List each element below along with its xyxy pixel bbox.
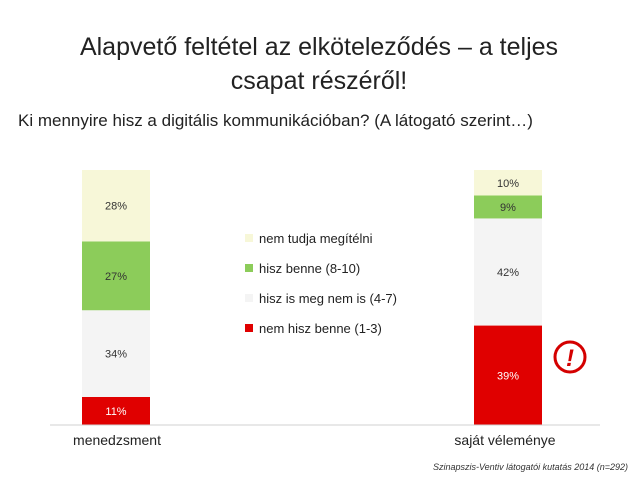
alert-icon: ! [553, 340, 587, 374]
data-label: 28% [105, 201, 127, 213]
bar-segment [82, 310, 150, 397]
bar-segment [474, 325, 542, 425]
bar-segment [474, 195, 542, 219]
legend-swatch [245, 234, 253, 242]
chart-question: Ki mennyire hisz a digitális kommunikáci… [18, 111, 533, 130]
data-label: 10% [497, 178, 519, 190]
legend-swatch [245, 264, 253, 272]
bar-segment [82, 241, 150, 311]
slide-title: Alapvető feltétel az elköteleződés – a t… [79, 33, 559, 95]
data-label: 9% [500, 202, 516, 214]
legend-swatch [245, 294, 253, 302]
legend-label: nem tudja megítélni [259, 231, 373, 246]
data-label: 27% [105, 271, 127, 283]
alert-icon-glyph: ! [566, 345, 574, 372]
data-label: 11% [105, 406, 126, 418]
bar-segment [82, 396, 150, 425]
bar-segment [474, 170, 542, 196]
data-label: 39% [497, 370, 519, 382]
data-label: 34% [105, 349, 127, 361]
bar-segment [82, 170, 150, 242]
legend-swatch [245, 324, 253, 332]
legend-label: nem hisz benne (1-3) [259, 321, 382, 336]
data-label: 42% [497, 267, 519, 279]
legend-label: hisz benne (8-10) [259, 261, 360, 276]
x-tick-label: saját véleménye [454, 432, 555, 448]
x-tick-label: menedzsment [73, 432, 161, 448]
bar-segment [474, 218, 542, 326]
source-note: Szinapszis-Ventiv látogatói kutatás 2014… [432, 462, 628, 472]
legend-label: hisz is meg nem is (4-7) [259, 291, 397, 306]
